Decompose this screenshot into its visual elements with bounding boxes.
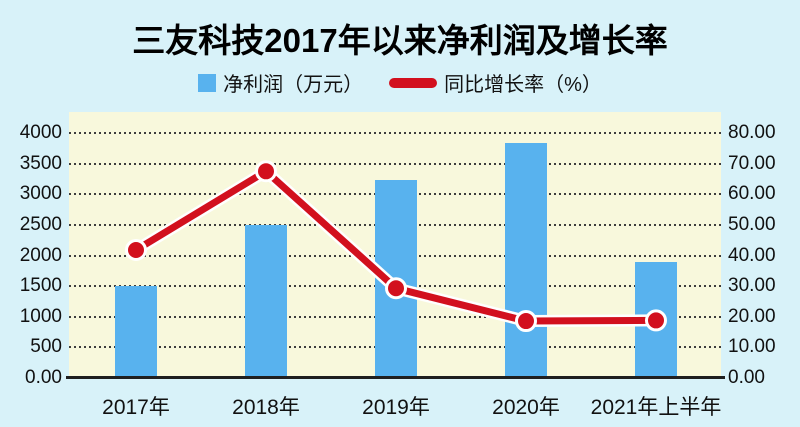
- growth-rate-line-layer: [125, 160, 667, 333]
- legend-item-growth-rate: 同比增长率（%）: [389, 68, 602, 97]
- left-axis-tick-2500: 2500: [19, 213, 62, 235]
- right-axis-tick-50.00: 50.00: [728, 213, 776, 235]
- left-axis-tick-500: 500: [30, 336, 62, 358]
- bar-2020年: [505, 142, 547, 378]
- left-axis-tick-3000: 3000: [19, 183, 62, 205]
- right-axis-tick-40.00: 40.00: [728, 244, 776, 266]
- data-point-2020年: [515, 310, 537, 333]
- chart-title: 三友科技2017年以来净利润及增长率: [132, 22, 668, 59]
- left-axis-tick-4000: 4000: [19, 122, 62, 143]
- data-point-2019年: [385, 277, 407, 300]
- data-point-2021年上半年: [645, 309, 667, 332]
- x-axis-label-2017年: 2017年: [102, 396, 170, 419]
- bar-2017年: [115, 286, 157, 378]
- legend: 净利润（万元） 同比增长率（%）: [0, 68, 800, 97]
- right-axis-tick-30.00: 30.00: [728, 275, 776, 297]
- right-axis-tick-10.00: 10.00: [728, 336, 776, 358]
- x-axis-label-2019年: 2019年: [362, 396, 430, 419]
- left-axis-tick-0.00: 0.00: [25, 367, 62, 388]
- right-axis-tick-80.00: 80.00: [728, 122, 776, 143]
- data-point-2018年: [255, 160, 277, 183]
- x-axis-label-2020年: 2020年: [492, 396, 560, 419]
- left-axis-tick-2000: 2000: [19, 244, 62, 266]
- legend-label-net-profit: 净利润（万元）: [223, 74, 364, 96]
- gridline-3500: [69, 162, 721, 165]
- line-swatch-icon: [389, 77, 438, 88]
- bar-swatch-icon: [198, 73, 217, 92]
- legend-item-net-profit: 净利润（万元）: [198, 68, 363, 97]
- x-axis-label-2018年: 2018年: [232, 396, 300, 419]
- gridline-4000: [69, 132, 721, 134]
- left-axis-tick-3500: 3500: [19, 152, 62, 174]
- left-axis-tick-1500: 1500: [19, 275, 62, 297]
- plot-area: [69, 112, 721, 378]
- data-point-2017年: [125, 238, 147, 261]
- left-axis-tick-1000: 1000: [19, 305, 62, 327]
- x-axis-line: [66, 376, 725, 379]
- right-axis-tick-60.00: 60.00: [728, 183, 776, 205]
- right-axis-tick-20.00: 20.00: [728, 305, 776, 327]
- right-axis-tick-70.00: 70.00: [728, 152, 776, 174]
- x-axis-label-2021年上半年: 2021年上半年: [590, 396, 722, 419]
- legend-label-growth-rate: 同比增长率（%）: [444, 74, 602, 96]
- bar-2018年: [245, 224, 287, 378]
- right-axis-tick-0.00: 0.00: [728, 367, 765, 388]
